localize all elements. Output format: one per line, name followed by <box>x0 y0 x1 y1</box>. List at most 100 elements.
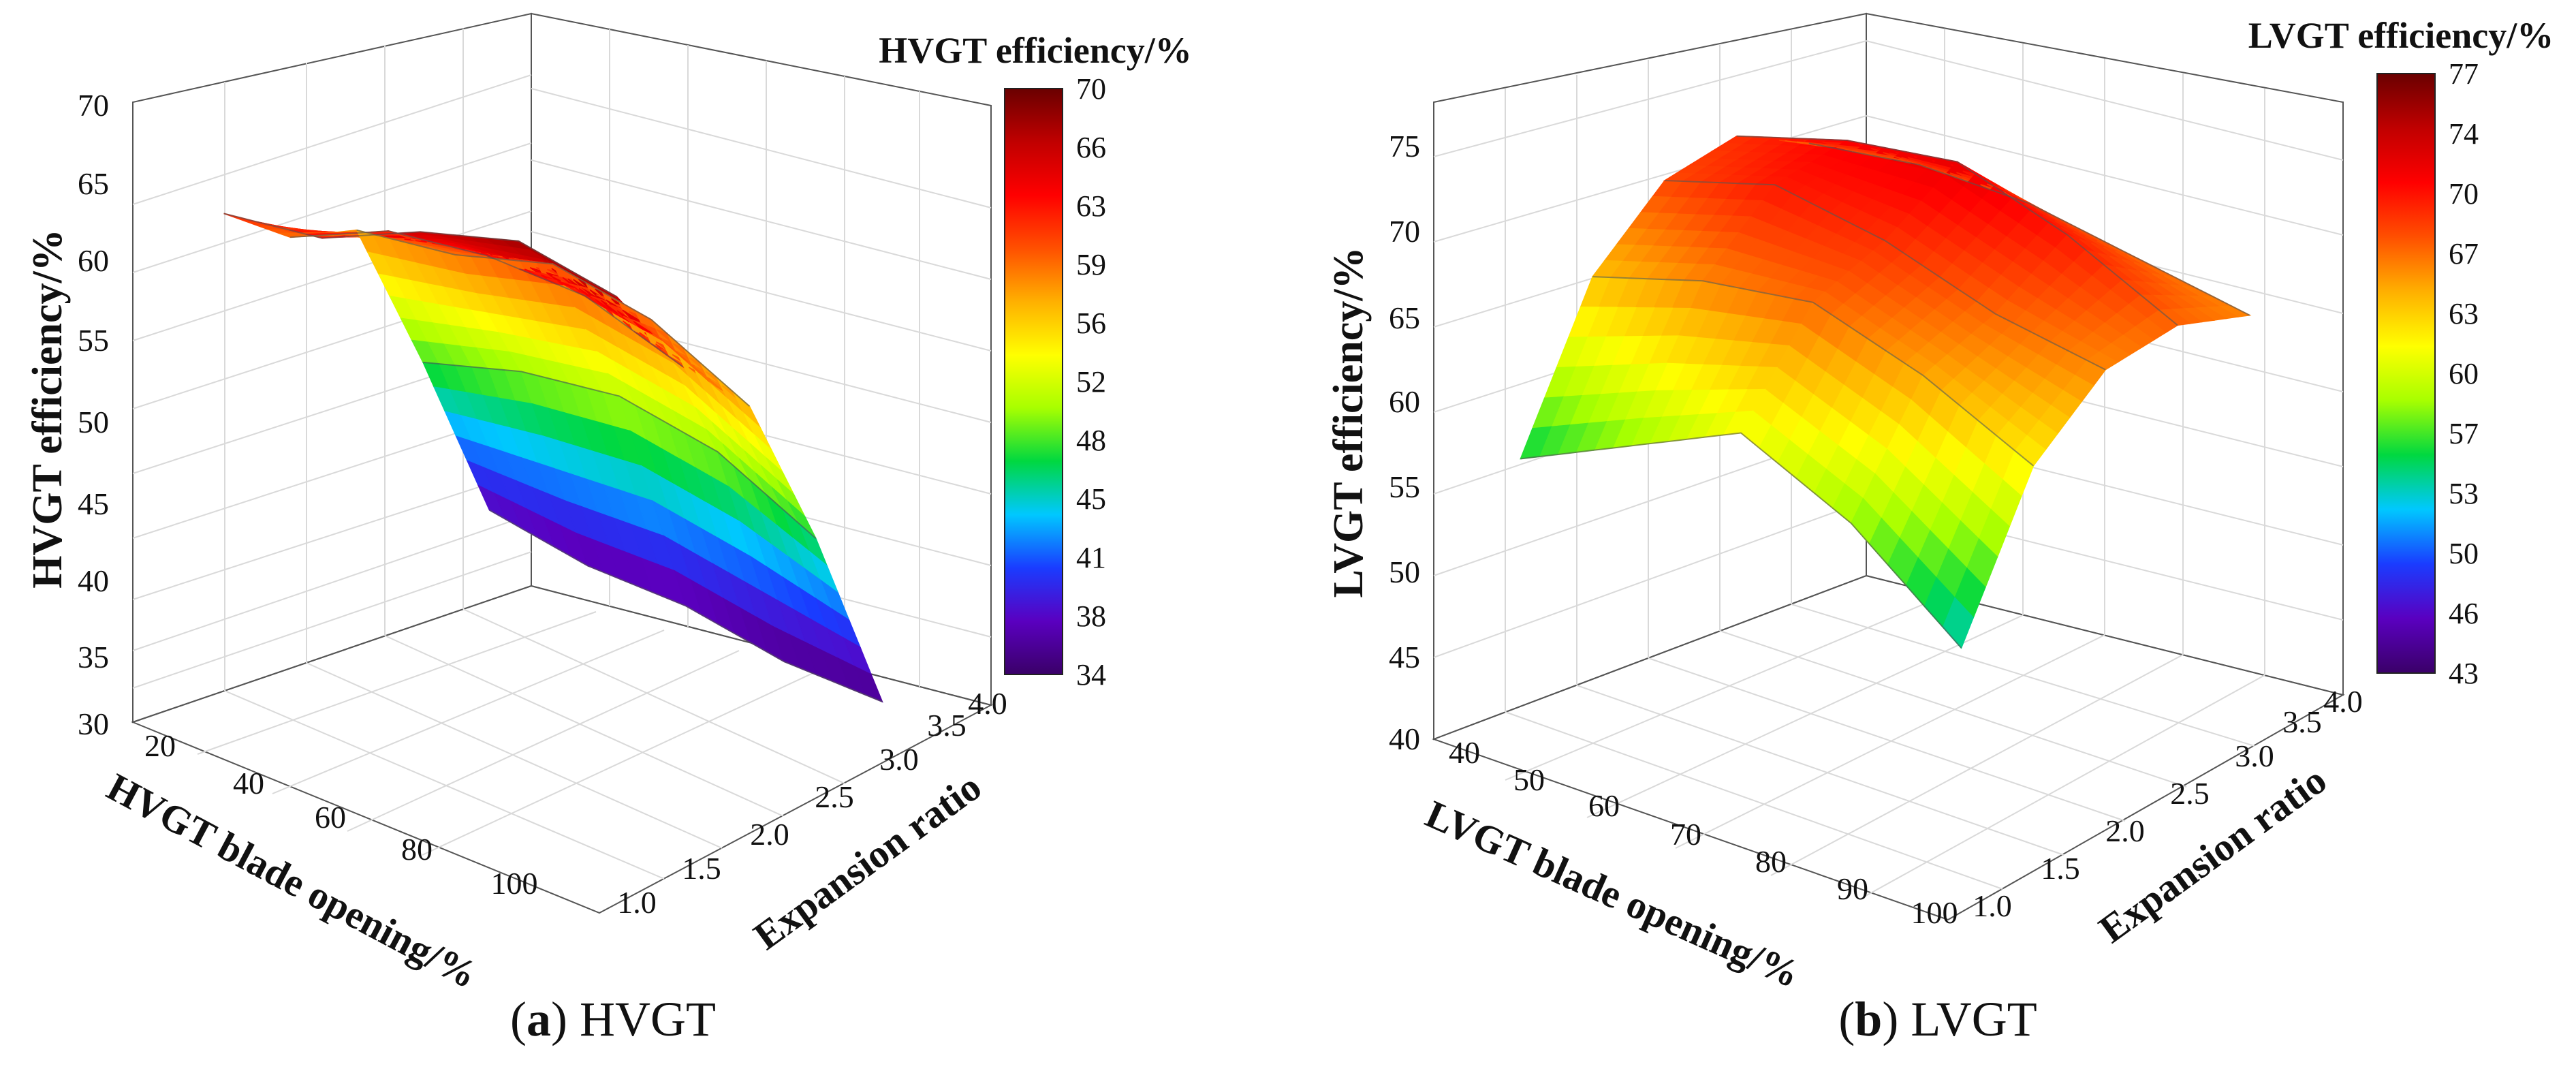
y-tick-a-5: 3.5 <box>927 708 967 743</box>
y-label-b: Expansion ratio <box>2091 758 2335 952</box>
cbar-tick-a-3: 59 <box>1076 248 1106 281</box>
caption-a: (a) HVGT <box>510 992 716 1046</box>
surface-a-mesh-line <box>489 509 883 703</box>
y-tick-b-6: 4.0 <box>2323 684 2363 719</box>
x-tick-a-3: 80 <box>401 832 433 867</box>
z-tick-a-0: 30 <box>78 706 109 741</box>
surface-a <box>223 213 883 703</box>
x-tick-b-5: 90 <box>1837 871 1868 906</box>
z-tick-b-6: 70 <box>1389 214 1420 249</box>
surface-b-mesh-line <box>1520 432 1962 649</box>
z-tick-a-6: 60 <box>78 243 109 278</box>
y-tick-a-6: 4.0 <box>968 686 1007 721</box>
y-tick-a-1: 1.5 <box>682 851 721 886</box>
surface-a-mesh-line <box>356 229 751 407</box>
z-label-a: HVGT efficiency/% <box>25 229 71 588</box>
x-tick-b-3: 70 <box>1670 817 1701 852</box>
cbar-tick-b-6: 57 <box>2449 417 2479 450</box>
caption-b: (b) LVGT <box>1838 992 2037 1046</box>
cbar-tick-a-9: 38 <box>1076 600 1106 633</box>
y-tick-b-2: 2.0 <box>2105 813 2145 848</box>
x-tick-b-6: 100 <box>1911 895 1958 930</box>
colorbar-title-b: LVGT efficiency/% <box>2248 15 2554 56</box>
colorbar-b <box>2376 73 2436 674</box>
y-tick-b-0: 1.0 <box>1973 888 2012 923</box>
surface-b-mesh-line <box>1736 135 2178 326</box>
colorbar-ticks-a: 70 66 63 59 56 52 48 45 41 38 34 <box>1076 72 1106 691</box>
y-tick-b-5: 3.5 <box>2282 704 2322 739</box>
cbar-tick-b-5: 60 <box>2449 357 2479 390</box>
colorbar-ticks-b: 77 74 70 67 63 60 57 53 50 46 43 <box>2449 57 2479 690</box>
y-tick-a-2: 2.0 <box>750 817 789 852</box>
y-tick-b-3: 2.5 <box>2170 776 2210 811</box>
z-label-b: LVGT efficiency/% <box>1325 247 1372 598</box>
y-tick-a-4: 3.0 <box>879 742 919 777</box>
cbar-tick-b-8: 50 <box>2449 537 2479 570</box>
z-tick-b-3: 55 <box>1389 469 1420 504</box>
cbar-tick-b-10: 43 <box>2449 657 2479 690</box>
cbar-tick-a-8: 41 <box>1076 541 1106 574</box>
x-tick-b-2: 60 <box>1588 788 1620 823</box>
z-tick-b-4: 60 <box>1389 384 1420 419</box>
x-axis-a: 20 40 60 80 100 <box>144 728 538 901</box>
x-tick-a-4: 100 <box>491 866 538 901</box>
y-axis-a: 1.0 1.5 2.0 2.5 3.0 3.5 4.0 <box>617 686 1007 920</box>
z-tick-a-2: 40 <box>78 563 109 598</box>
z-tick-a-7: 65 <box>78 166 109 201</box>
z-tick-a-5: 55 <box>78 323 109 358</box>
z-tick-a-4: 50 <box>78 405 109 439</box>
x-tick-a-1: 40 <box>233 766 264 800</box>
cbar-tick-a-2: 63 <box>1076 189 1106 223</box>
z-tick-b-5: 65 <box>1389 300 1420 335</box>
panel-a: 30 35 40 45 50 55 60 65 70 HVGT efficien… <box>25 12 1192 1046</box>
surface-a-mesh-line <box>423 361 817 540</box>
z-tick-b-0: 40 <box>1389 721 1420 756</box>
surface-b-mesh-line <box>1808 142 2250 316</box>
z-tick-b-7: 75 <box>1389 129 1420 164</box>
cbar-tick-b-1: 74 <box>2449 117 2479 151</box>
caption-a-letter: a <box>527 992 551 1046</box>
cbar-tick-a-5: 52 <box>1076 365 1106 399</box>
y-tick-b-1: 1.5 <box>2041 851 2080 886</box>
cbar-tick-b-7: 53 <box>2449 477 2479 510</box>
cbar-tick-a-1: 66 <box>1076 131 1106 164</box>
surface-b-mesh-line <box>1592 276 2035 467</box>
panel-b: 40 45 50 55 60 65 70 75 LVGT efficiency/… <box>1325 12 2554 1046</box>
x-tick-b-1: 50 <box>1513 762 1545 797</box>
surface-b-mesh-line <box>1665 180 2106 371</box>
cbar-tick-b-9: 46 <box>2449 597 2479 630</box>
colorbar-a <box>1004 88 1063 675</box>
surface-a-mesh-line <box>290 230 684 368</box>
y-label-a: Expansion ratio <box>746 764 990 959</box>
x-tick-b-4: 80 <box>1755 844 1787 879</box>
y-tick-a-3: 2.5 <box>815 779 854 814</box>
cbar-tick-a-6: 48 <box>1076 424 1106 457</box>
cbar-tick-a-4: 56 <box>1076 307 1106 340</box>
z-axis-b: 40 45 50 55 60 65 70 75 <box>1389 129 1420 756</box>
cbar-tick-b-4: 63 <box>2449 297 2479 330</box>
z-tick-a-3: 45 <box>78 486 109 521</box>
z-tick-a-8: 70 <box>78 88 109 123</box>
z-tick-b-2: 50 <box>1389 555 1420 589</box>
caption-b-text: LVGT <box>1911 992 2037 1046</box>
x-tick-a-2: 60 <box>315 800 346 835</box>
cbar-tick-b-3: 67 <box>2449 237 2479 270</box>
x-axis-b: 40 50 60 70 80 90 100 <box>1449 735 1958 930</box>
z-tick-a-1: 35 <box>78 640 109 674</box>
y-tick-b-4: 3.0 <box>2235 738 2274 773</box>
z-tick-b-1: 45 <box>1389 640 1420 674</box>
surface-b <box>1520 135 2252 649</box>
cbar-tick-a-0: 70 <box>1076 72 1106 106</box>
x-tick-b-0: 40 <box>1449 735 1480 770</box>
y-axis-b: 1.0 1.5 2.0 2.5 3.0 3.5 4.0 <box>1973 684 2363 923</box>
x-tick-a-0: 20 <box>144 728 176 763</box>
z-axis-a: 30 35 40 45 50 55 60 65 70 <box>78 88 109 741</box>
surface-a-mesh-line <box>223 213 617 298</box>
y-tick-a-0: 1.0 <box>617 885 657 920</box>
caption-b-letter: b <box>1855 992 1882 1046</box>
caption-a-text: HVGT <box>580 992 716 1046</box>
colorbar-title-a: HVGT efficiency/% <box>879 30 1191 71</box>
x-label-a: HVGT blade opening/% <box>100 764 485 997</box>
cbar-tick-a-10: 34 <box>1076 658 1106 691</box>
